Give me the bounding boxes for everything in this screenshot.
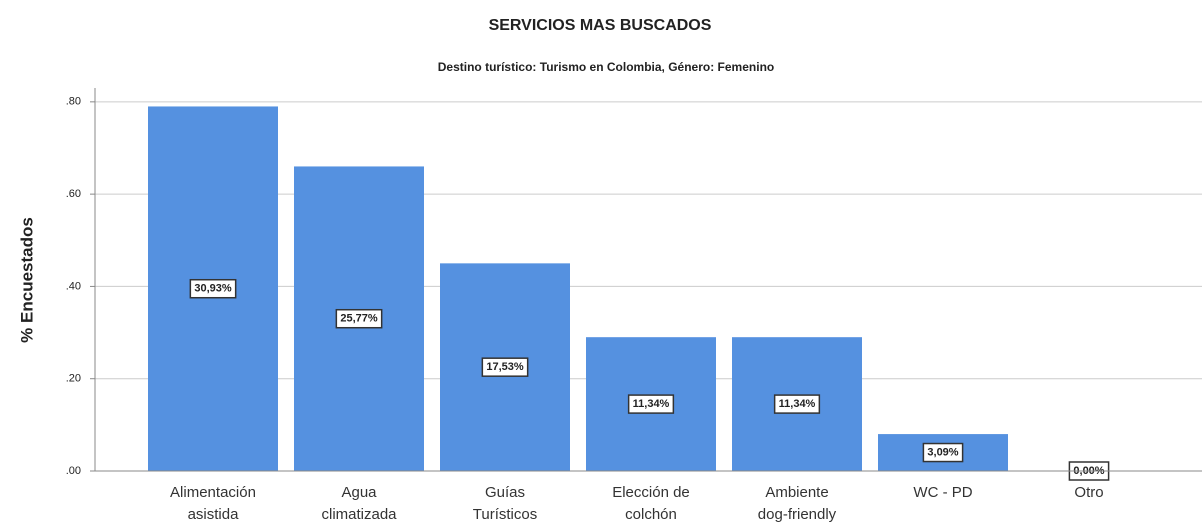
chart-subtitle: Destino turístico: Turismo en Colombia, … [438, 60, 774, 74]
data-label-box [481, 357, 529, 377]
y-tick-label: .20 [66, 373, 81, 385]
x-tick-label: Agua [341, 484, 377, 501]
x-tick-label: Turísticos [473, 506, 537, 523]
data-label: 11,34% [633, 398, 670, 410]
x-tick-label: Ambiente [765, 484, 828, 501]
y-tick-label: .60 [66, 188, 81, 200]
data-label-box [922, 442, 964, 463]
data-label-box [773, 394, 821, 414]
y-axis-label: % Encuestados [17, 217, 36, 343]
data-label: 3,09% [927, 446, 958, 458]
x-tick-label: Elección de [612, 484, 690, 501]
x-tick-label: Otro [1074, 484, 1103, 501]
data-label: 30,93% [194, 283, 232, 295]
x-tick-label: asistida [188, 506, 240, 523]
data-label-box [335, 308, 383, 329]
x-tick-label: dog-friendly [758, 506, 837, 523]
data-label-box [189, 278, 237, 299]
data-label: 25,77% [340, 313, 378, 325]
data-label-box [627, 394, 675, 414]
x-tick-label: WC - PD [913, 484, 972, 501]
x-tick-label: climatizada [321, 506, 397, 523]
x-tick-label: colchón [625, 506, 677, 523]
data-label: 17,53% [486, 361, 524, 373]
x-tick-label: Guías [485, 484, 525, 501]
y-tick-label: .80 [66, 96, 81, 108]
chart-title: SERVICIOS MAS BUSCADOS [489, 17, 712, 34]
data-label: 11,34% [779, 398, 816, 410]
x-tick-label: Alimentación [170, 484, 256, 501]
y-tick-label: .40 [66, 280, 81, 292]
y-tick-label: .00 [66, 465, 81, 477]
